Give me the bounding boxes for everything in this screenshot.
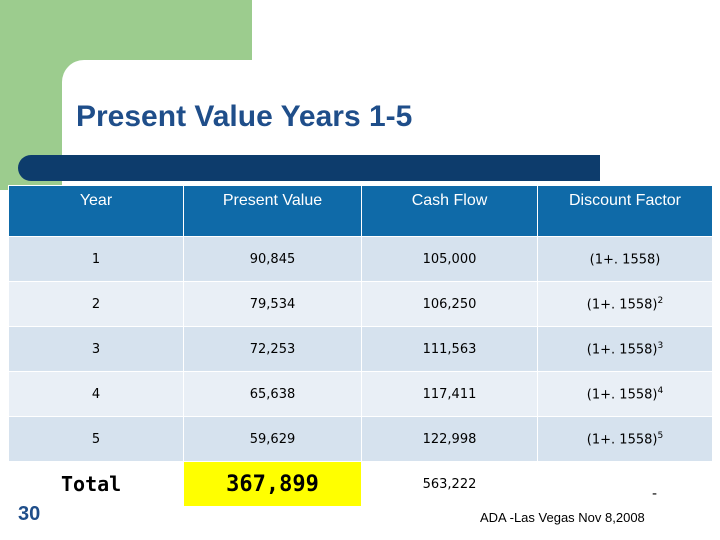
cell-cash-flow: 122,998: [361, 416, 538, 462]
cell-year: 3: [8, 326, 184, 372]
table-row: 3 72,253 111,563 (1+. 1558)3: [8, 326, 713, 372]
discount-exponent: 2: [657, 295, 664, 306]
table-row: 2 79,534 106,250 (1+. 1558)2: [8, 281, 713, 327]
cell-discount-factor: (1+. 1558)4: [537, 371, 713, 417]
cell-cash-flow: 105,000: [361, 236, 538, 282]
total-label: Total: [8, 461, 184, 507]
table-header-row: Year Present Value Cash Flow Discount Fa…: [8, 185, 713, 237]
discount-base: (1+. 1558): [586, 432, 658, 448]
total-present-value: 367,899: [183, 461, 362, 507]
cell-cash-flow: 111,563: [361, 326, 538, 372]
footer-dash: -: [652, 486, 658, 502]
discount-base: (1+. 1558): [586, 342, 658, 358]
cell-discount-factor: (1+. 1558)5: [537, 416, 713, 462]
cell-year: 4: [8, 371, 184, 417]
table-row: 4 65,638 117,411 (1+. 1558)4: [8, 371, 713, 417]
cell-present-value: 65,638: [183, 371, 362, 417]
discount-exponent: 5: [657, 430, 664, 441]
cell-cash-flow: 117,411: [361, 371, 538, 417]
header-cash-flow: Cash Flow: [361, 185, 538, 237]
slide-number: 30: [18, 503, 41, 525]
cell-discount-factor: (1+. 1558)2: [537, 281, 713, 327]
header-year: Year: [8, 185, 184, 237]
footer-text: ADA -Las Vegas Nov 8,2008: [480, 510, 645, 525]
header-present-value: Present Value: [183, 185, 362, 237]
cell-discount-factor: (1+. 1558)3: [537, 326, 713, 372]
discount-base: (1+. 1558): [589, 252, 661, 268]
table-row: 1 90,845 105,000 (1+. 1558): [8, 236, 713, 282]
discount-base: (1+. 1558): [586, 297, 658, 313]
total-row: Total 367,899 563,222: [8, 461, 713, 507]
header-discount-factor: Discount Factor: [537, 185, 713, 237]
cell-present-value: 79,534: [183, 281, 362, 327]
discount-base: (1+. 1558): [586, 387, 658, 403]
cell-present-value: 59,629: [183, 416, 362, 462]
cell-cash-flow: 106,250: [361, 281, 538, 327]
total-discount-empty: [537, 461, 713, 507]
cell-present-value: 72,253: [183, 326, 362, 372]
total-cash-flow: 563,222: [361, 461, 538, 507]
cell-year: 1: [8, 236, 184, 282]
cell-year: 5: [8, 416, 184, 462]
cell-discount-factor: (1+. 1558): [537, 236, 713, 282]
title-underline-bar: [18, 155, 600, 181]
present-value-table: Year Present Value Cash Flow Discount Fa…: [8, 185, 713, 507]
cell-present-value: 90,845: [183, 236, 362, 282]
slide-title: Present Value Years 1-5: [76, 100, 413, 133]
discount-exponent: 3: [657, 340, 664, 351]
cell-year: 2: [8, 281, 184, 327]
table-row: 5 59,629 122,998 (1+. 1558)5: [8, 416, 713, 462]
discount-exponent: 4: [657, 385, 664, 396]
